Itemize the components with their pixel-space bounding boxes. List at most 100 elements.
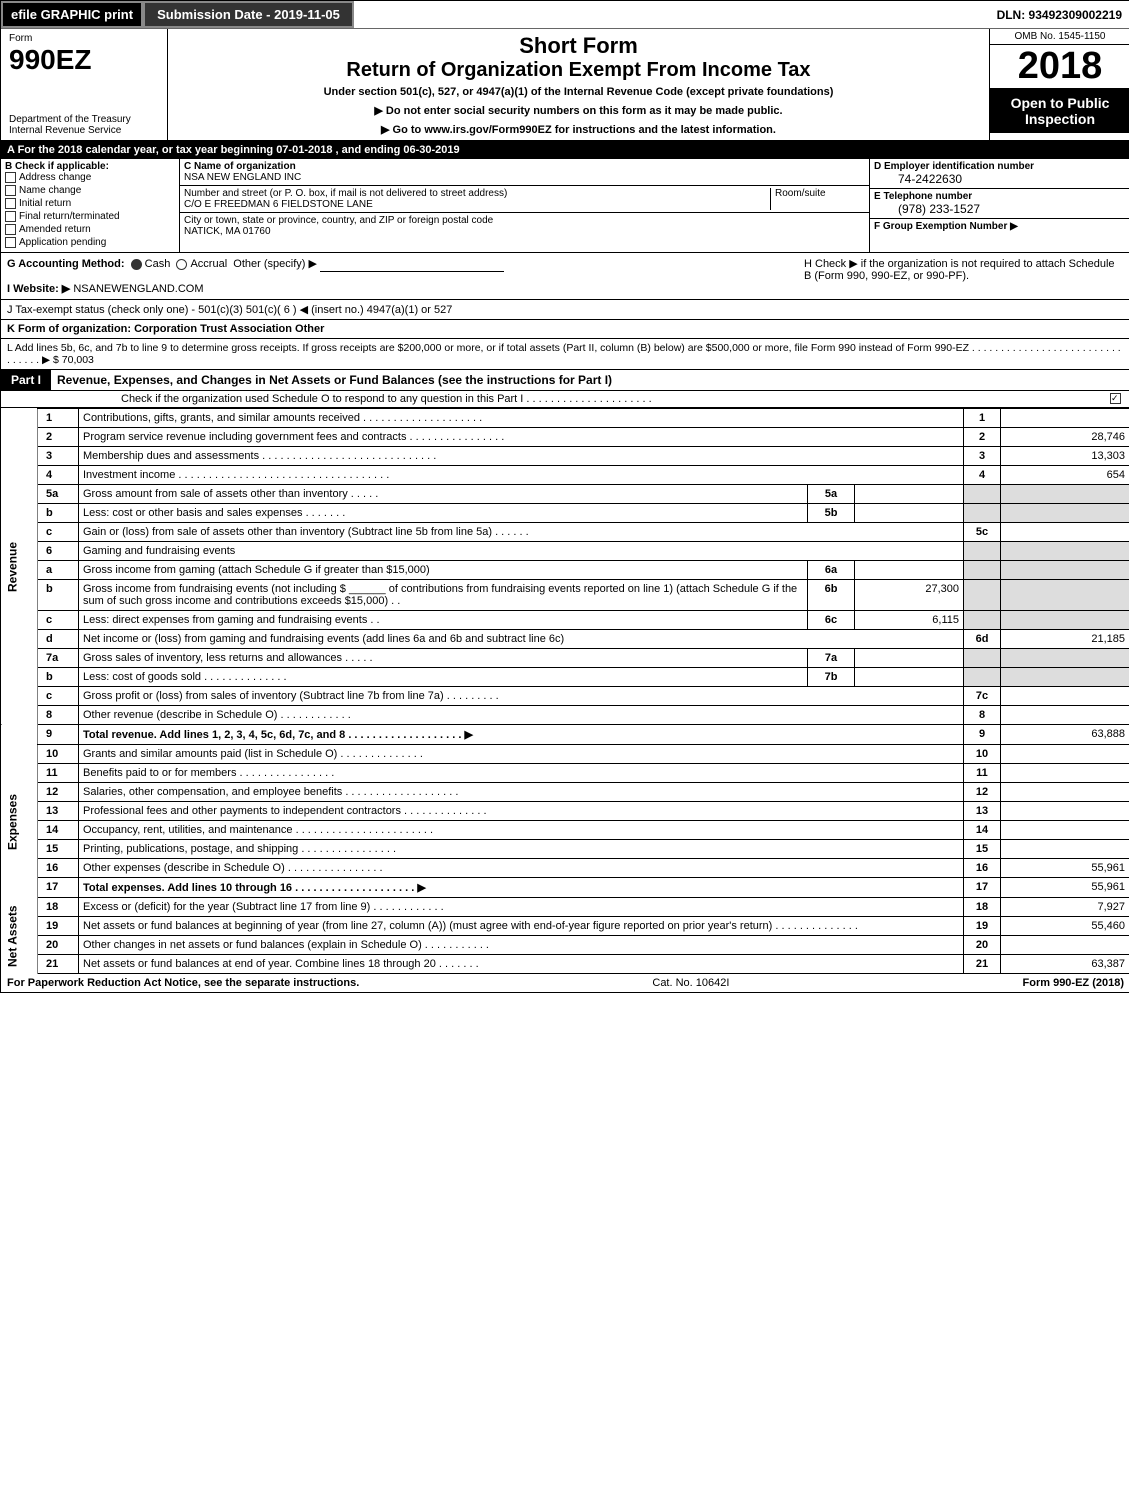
line-num: 19	[38, 917, 79, 936]
row-j: J Tax-exempt status (check only one) - 5…	[1, 300, 1129, 320]
line-desc: Excess or (deficit) for the year (Subtra…	[79, 898, 964, 917]
radio-accrual[interactable]	[176, 259, 187, 270]
line-num: b	[38, 668, 79, 687]
section-expenses: Expenses	[1, 745, 38, 898]
part-i-label: Part I	[1, 370, 51, 390]
chk-application-pending[interactable]: Application pending	[5, 237, 175, 248]
chk-address-change[interactable]: Address change	[5, 172, 175, 183]
street-value: C/O E FREEDMAN 6 FIELDSTONE LANE	[184, 199, 373, 210]
spacer	[354, 1, 989, 28]
line-ref: 9	[964, 725, 1001, 745]
line-desc: Gross income from fundraising events (no…	[79, 580, 808, 611]
checkbox-icon[interactable]	[5, 172, 16, 183]
checkbox-icon[interactable]	[5, 185, 16, 196]
line-amount	[1001, 409, 1129, 428]
lines-table: Revenue 1 Contributions, gifts, grants, …	[1, 408, 1129, 974]
row-l: L Add lines 5b, 6c, and 7b to line 9 to …	[1, 339, 1129, 370]
line-ref: 8	[964, 706, 1001, 725]
line-ref: 19	[964, 917, 1001, 936]
line-num: 14	[38, 821, 79, 840]
info-grid: B Check if applicable: Address change Na…	[1, 159, 1129, 253]
line-desc: Professional fees and other payments to …	[79, 802, 964, 821]
line-num: 9	[38, 725, 79, 745]
line-ref: 20	[964, 936, 1001, 955]
line-amount: 7,927	[1001, 898, 1129, 917]
box-b: B Check if applicable: Address change Na…	[1, 159, 180, 252]
shade-cell	[964, 542, 1001, 561]
open-public-badge: Open to Public Inspection	[990, 88, 1129, 133]
tax-period-row: A For the 2018 calendar year, or tax yea…	[1, 141, 1129, 159]
top-bar: efile GRAPHIC print Submission Date - 20…	[1, 1, 1129, 29]
line-amount	[1001, 936, 1129, 955]
efile-print-badge[interactable]: efile GRAPHIC print	[1, 1, 143, 28]
sub-amount: 6,115	[855, 611, 964, 630]
line-num: 5a	[38, 485, 79, 504]
main-title: Return of Organization Exempt From Incom…	[172, 59, 985, 82]
website-value[interactable]: NSANEWENGLAND.COM	[73, 283, 203, 295]
short-form-title: Short Form	[172, 33, 985, 59]
line-ref: 10	[964, 745, 1001, 764]
notice-link[interactable]: ▶ Go to www.irs.gov/Form990EZ for instru…	[172, 123, 985, 136]
checkbox-icon[interactable]	[5, 198, 16, 209]
form-container: efile GRAPHIC print Submission Date - 20…	[0, 0, 1129, 993]
shade-cell	[964, 504, 1001, 523]
shade-cell	[964, 580, 1001, 611]
schedule-o-checkbox[interactable]	[1110, 393, 1121, 404]
chk-name-change[interactable]: Name change	[5, 185, 175, 196]
sub-amount	[855, 485, 964, 504]
line-ref: 7c	[964, 687, 1001, 706]
line-num: d	[38, 630, 79, 649]
chk-initial-return[interactable]: Initial return	[5, 198, 175, 209]
checkbox-icon[interactable]	[5, 224, 16, 235]
city-value: NATICK, MA 01760	[184, 226, 271, 237]
other-specify-input[interactable]	[320, 257, 504, 272]
header-row: Form 990EZ Department of the Treasury In…	[1, 29, 1129, 141]
box-c: C Name of organization NSA NEW ENGLAND I…	[180, 159, 869, 252]
line-desc: Occupancy, rent, utilities, and maintena…	[79, 821, 964, 840]
footer-right: Form 990-EZ (2018)	[1023, 977, 1124, 989]
shade-cell	[964, 485, 1001, 504]
line-num: 4	[38, 466, 79, 485]
sub-ref: 7b	[808, 668, 855, 687]
section-net-assets: Net Assets	[1, 898, 38, 974]
radio-cash[interactable]	[131, 259, 142, 270]
line-amount: 13,303	[1001, 447, 1129, 466]
box-d: D Employer identification number 74-2422…	[870, 159, 1129, 189]
line-amount	[1001, 821, 1129, 840]
line-desc: Investment income . . . . . . . . . . . …	[79, 466, 964, 485]
checkbox-icon[interactable]	[5, 211, 16, 222]
line-num: 20	[38, 936, 79, 955]
line-num: b	[38, 504, 79, 523]
section-revenue: Revenue	[1, 409, 38, 725]
chk-final-return[interactable]: Final return/terminated	[5, 211, 175, 222]
chk-label-text: Name change	[19, 185, 81, 196]
line-ref: 6d	[964, 630, 1001, 649]
line-num: 6	[38, 542, 79, 561]
label-i: I Website: ▶	[7, 283, 70, 295]
line-desc: Other changes in net assets or fund bala…	[79, 936, 964, 955]
line-amount: 63,888	[1001, 725, 1129, 745]
line-desc: Gross amount from sale of assets other t…	[79, 485, 808, 504]
box-e: E Telephone number (978) 233-1527	[870, 189, 1129, 219]
shade-cell	[1001, 542, 1129, 561]
line-num: 15	[38, 840, 79, 859]
label-ein: D Employer identification number	[874, 161, 1034, 172]
city-row: City or town, state or province, country…	[180, 213, 869, 239]
sub-amount	[855, 561, 964, 580]
line-desc: Less: cost or other basis and sales expe…	[79, 504, 808, 523]
chk-label-text: Initial return	[19, 198, 71, 209]
line-ref: 4	[964, 466, 1001, 485]
line-desc: Gaming and fundraising events	[79, 542, 964, 561]
checkbox-icon[interactable]	[5, 237, 16, 248]
notice-ssn: ▶ Do not enter social security numbers o…	[172, 104, 985, 117]
line-ref: 2	[964, 428, 1001, 447]
title-box: Short Form Return of Organization Exempt…	[168, 29, 989, 140]
line-amount: 55,460	[1001, 917, 1129, 936]
line-desc: Membership dues and assessments . . . . …	[79, 447, 964, 466]
chk-amended-return[interactable]: Amended return	[5, 224, 175, 235]
line-ref: 3	[964, 447, 1001, 466]
part-i-header: Part I Revenue, Expenses, and Changes in…	[1, 370, 1129, 391]
line-amount: 21,185	[1001, 630, 1129, 649]
line-amount	[1001, 523, 1129, 542]
shade-cell	[964, 611, 1001, 630]
